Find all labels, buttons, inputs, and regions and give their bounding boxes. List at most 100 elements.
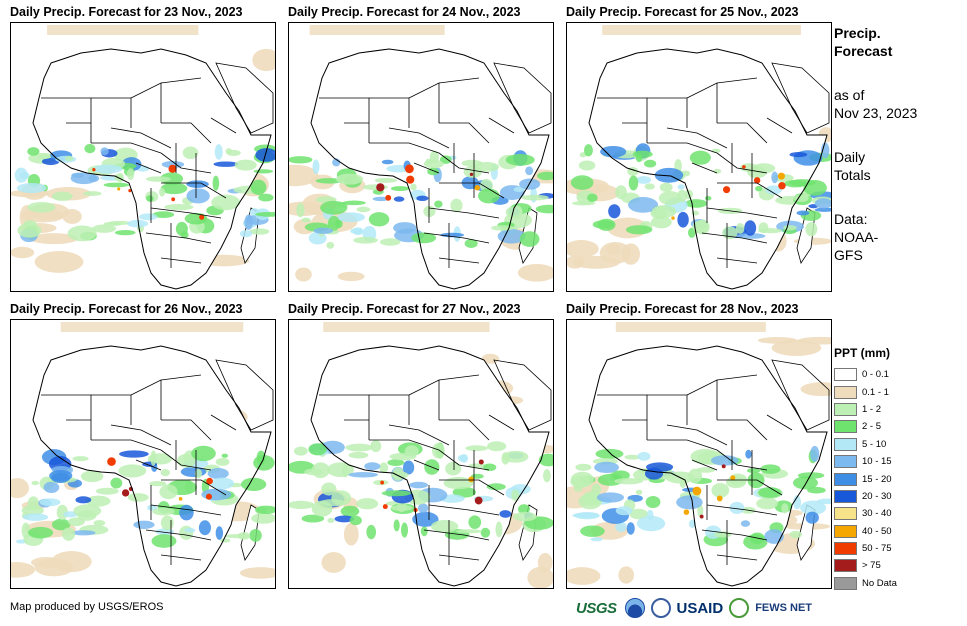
country-border: [145, 232, 212, 244]
country-border: [488, 414, 515, 431]
precip-patch: [696, 467, 716, 473]
forecast-panel-day1: Daily Precip. Forecast for 23 Nov., 2023: [10, 3, 278, 293]
heavy-precip-spot: [404, 164, 414, 174]
legend-item: > 75: [834, 557, 897, 574]
precip-patch: [572, 512, 599, 519]
precip-patch: [456, 529, 482, 534]
precip-patch: [342, 200, 366, 206]
precip-patch: [796, 210, 810, 216]
precip-patch: [423, 205, 436, 218]
precip-patch: [14, 167, 28, 183]
legend-label: 2 - 5: [862, 421, 882, 433]
legend-label: 20 - 30: [862, 490, 892, 502]
precip-patch: [95, 487, 119, 495]
precip-patch: [22, 513, 49, 521]
country-border: [439, 122, 490, 144]
panel-title: Daily Precip. Forecast for 25 Nov., 2023: [566, 5, 799, 19]
legend-swatch: [834, 437, 857, 451]
dry-patch: [309, 25, 445, 35]
precip-patch: [729, 501, 745, 515]
logo-strip: USGS USAID FEWS NET: [576, 596, 812, 620]
precip-patch: [64, 155, 74, 162]
precip-patch: [590, 537, 603, 542]
country-border: [369, 439, 440, 451]
precip-patch: [628, 197, 659, 213]
country-border: [439, 419, 490, 441]
coastline: [310, 48, 550, 290]
precip-patch: [692, 220, 709, 234]
dry-patch: [797, 336, 831, 345]
precip-patch: [745, 449, 752, 459]
heavy-precip-spot: [469, 172, 474, 177]
coastline: [588, 48, 828, 290]
country-border: [423, 232, 490, 244]
panel-title: Daily Precip. Forecast for 28 Nov., 2023: [566, 302, 799, 316]
precip-patch: [416, 195, 429, 202]
heavy-precip-spot: [474, 496, 483, 505]
precip-patch: [250, 179, 267, 196]
usgs-logo: USGS: [576, 599, 617, 617]
doi-seal-icon: [650, 598, 671, 618]
precip-patch: [328, 215, 340, 231]
coastline: [588, 345, 828, 587]
credit-text: Map produced by USGS/EROS: [10, 601, 164, 613]
precip-patch: [814, 198, 831, 209]
legend-item: 40 - 50: [834, 523, 897, 540]
precip-patch: [688, 468, 703, 484]
precip-patch: [439, 155, 452, 164]
data-source-1: NOAA-: [834, 229, 879, 245]
arabian-peninsula: [771, 359, 830, 431]
dry-patch: [572, 255, 621, 269]
country-border: [691, 459, 718, 471]
arabian-peninsula: [215, 62, 274, 134]
dry-patch: [252, 48, 275, 72]
country-border: [135, 459, 162, 471]
precip-patch: [17, 223, 42, 238]
legend-item: 15 - 20: [834, 470, 897, 487]
precip-patch: [432, 442, 445, 459]
country-border: [716, 449, 768, 471]
precip-patch: [461, 159, 483, 167]
legend-item: 30 - 40: [834, 505, 897, 522]
precip-patch: [499, 510, 512, 518]
precip-patch: [635, 489, 643, 495]
country-border: [413, 162, 440, 174]
dry-patch: [289, 164, 319, 187]
dry-patch: [11, 561, 36, 578]
precip-patch: [744, 220, 757, 236]
precip-patch: [521, 194, 549, 201]
country-border: [706, 207, 778, 219]
dry-patch: [606, 243, 621, 256]
country-border: [717, 419, 768, 441]
heavy-precip-spot: [777, 172, 785, 180]
precip-patch: [226, 149, 241, 156]
precip-patch: [628, 175, 639, 191]
precip-patch: [636, 176, 652, 184]
precip-patch: [92, 224, 117, 233]
precip-patch: [191, 445, 216, 462]
precip-patch: [159, 484, 178, 500]
precip-patch: [21, 522, 31, 539]
country-border: [717, 122, 768, 144]
precip-patch: [570, 475, 591, 488]
precip-patch: [118, 464, 147, 478]
country-border: [691, 162, 718, 174]
precip-patch: [301, 217, 311, 223]
daily-label-2: Totals: [834, 167, 871, 183]
precip-patch: [677, 189, 687, 203]
precip-patch: [379, 238, 401, 246]
country-border: [423, 529, 490, 541]
precip-patch: [27, 147, 40, 156]
precip-patch: [814, 207, 831, 212]
country-border: [716, 77, 758, 84]
precip-patch: [736, 233, 766, 239]
dry-patch: [239, 567, 275, 579]
precip-patch: [319, 499, 346, 507]
legend: 0 - 0.1 0.1 - 1 1 - 2 2 - 5 5 - 10 10 - 15 15 …: [834, 366, 897, 592]
precip-patch: [38, 154, 51, 160]
country-border: [717, 182, 783, 199]
precip-patch: [256, 450, 266, 465]
precip-patch: [374, 177, 398, 183]
country-border: [413, 459, 440, 471]
legend-item: No Data: [834, 575, 897, 592]
